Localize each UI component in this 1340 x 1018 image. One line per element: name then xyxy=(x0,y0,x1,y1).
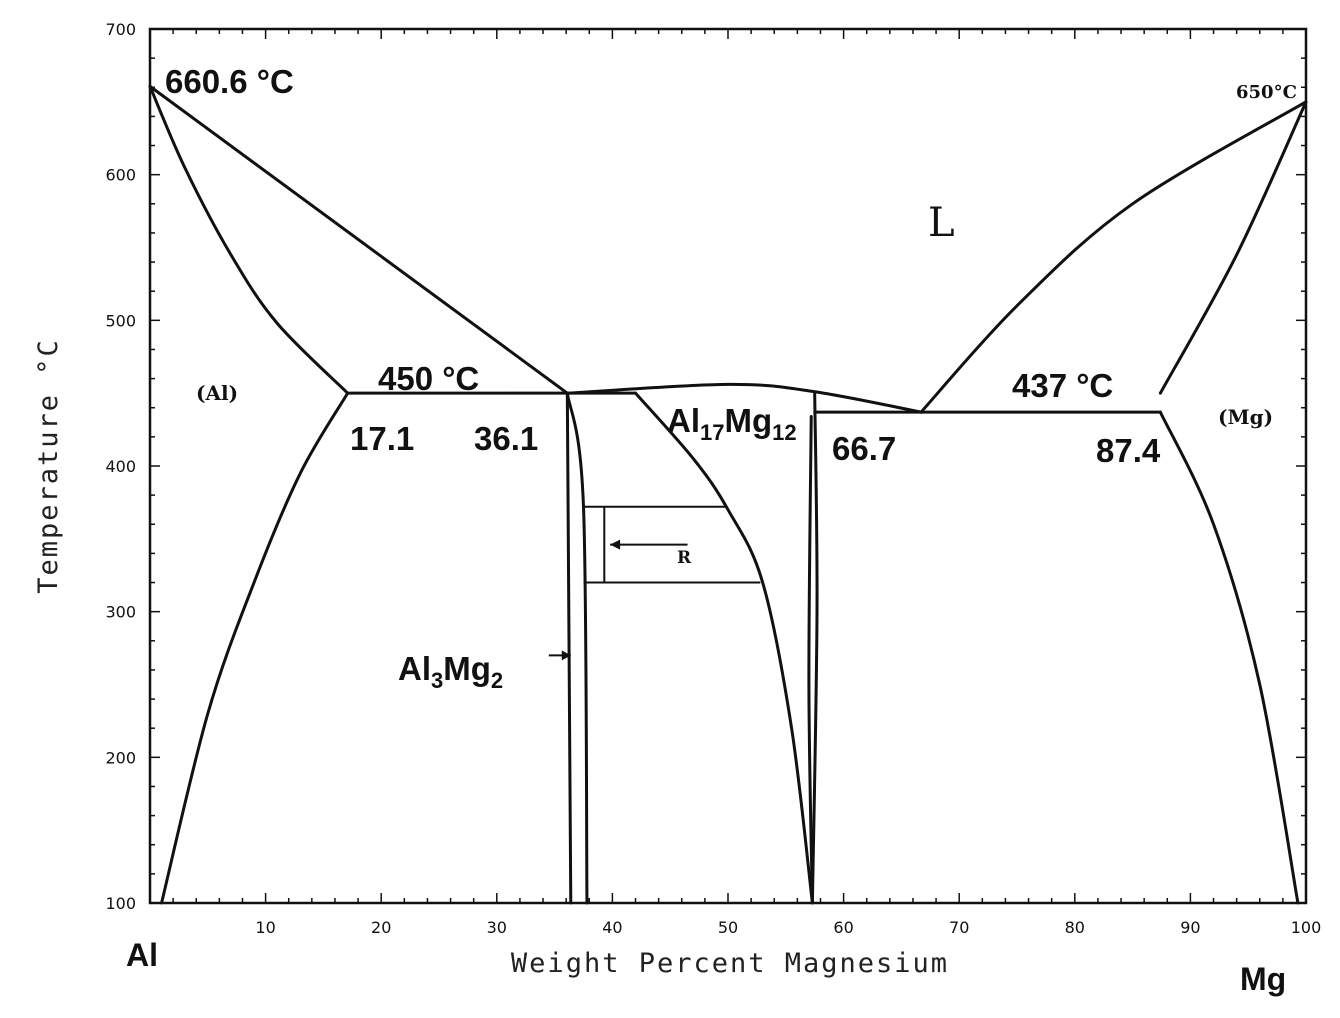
end-label-mg: Mg xyxy=(1240,961,1286,997)
x-tick-label: 90 xyxy=(1180,918,1200,937)
curve-liquidus-al xyxy=(148,84,569,395)
y-tick-label: 200 xyxy=(105,748,136,767)
y-tick-label: 700 xyxy=(105,20,136,39)
annot-comp-36-1: 36.1 xyxy=(474,420,538,457)
annot-mg-melting: 650°C xyxy=(1236,82,1297,103)
curve-al17mg12-inner-left xyxy=(807,414,814,905)
curve-al17mg12-left-boundary xyxy=(634,391,814,905)
curve-al17mg12-right-boundary xyxy=(810,391,819,905)
al3mg2-sub2: 2 xyxy=(491,668,503,693)
annot-comp-17-1: 17.1 xyxy=(350,420,414,457)
annot-comp-87-4: 87.4 xyxy=(1096,432,1161,469)
phase-label-r: R xyxy=(677,548,692,568)
al17mg12-sub12: 12 xyxy=(772,420,796,445)
curve-al17mg12-liquidus xyxy=(565,382,923,414)
r-arrow-head xyxy=(610,539,621,550)
curve-al3mg2-right xyxy=(565,391,589,905)
al3mg2-al: Al xyxy=(398,650,431,687)
curve-solidus-mg xyxy=(1158,100,1308,395)
annot-eutectic-left: 450 °C xyxy=(378,360,479,397)
curve-solvus-al xyxy=(160,391,350,905)
annot-eutectic-right: 437 °C xyxy=(1012,367,1113,404)
phase-label-al: (Al) xyxy=(196,381,238,405)
curve-liquidus-mg xyxy=(919,100,1308,414)
phase-label-al3mg2: Al3Mg2 xyxy=(398,650,503,693)
x-tick-label: 80 xyxy=(1065,918,1085,937)
phase-label-al17mg12: Al17Mg12 xyxy=(667,402,797,445)
y-axis-ticks: 100 200 300 400 500 600 700 xyxy=(105,20,1306,913)
x-tick-label: 10 xyxy=(255,918,275,937)
end-label-al: Al xyxy=(126,937,158,973)
x-tick-label: 100 xyxy=(1291,918,1322,937)
phase-arrows xyxy=(548,539,688,661)
curve-solidus-al xyxy=(148,84,350,395)
x-tick-label: 30 xyxy=(487,918,507,937)
y-axis-label: Temperature °C xyxy=(33,338,64,594)
y-tick-label: 100 xyxy=(105,894,136,913)
curve-al3mg2-left xyxy=(565,391,573,905)
annot-al-melting: 660.6 °C xyxy=(165,63,294,100)
y-tick-label: 500 xyxy=(105,311,136,330)
x-tick-label: 70 xyxy=(949,918,969,937)
al3mg2-mg: Mg xyxy=(443,650,491,687)
x-axis-label: Weight Percent Magnesium xyxy=(511,948,949,979)
y-tick-label: 400 xyxy=(105,457,136,476)
al17mg12-sub17: 17 xyxy=(700,420,724,445)
al17mg12-mg: Mg xyxy=(724,402,772,439)
x-tick-label: 60 xyxy=(833,918,853,937)
al17mg12-al: Al xyxy=(667,402,700,439)
phase-label-mg: (Mg) xyxy=(1218,405,1273,429)
curve-solvus-mg xyxy=(1158,410,1300,905)
al3mg2-sub3: 3 xyxy=(431,668,443,693)
x-tick-label: 40 xyxy=(602,918,622,937)
y-tick-label: 300 xyxy=(105,603,136,622)
x-tick-label: 20 xyxy=(371,918,391,937)
phase-label-liquid: L xyxy=(928,200,955,246)
y-tick-label: 600 xyxy=(105,166,136,185)
annot-comp-66-7: 66.7 xyxy=(832,430,896,467)
x-tick-label: 50 xyxy=(718,918,738,937)
phase-boundaries xyxy=(148,84,1308,905)
isotherms xyxy=(346,391,1162,584)
x-axis-ticks: 10 20 30 40 50 60 70 80 90 100 xyxy=(149,29,1322,937)
al3mg2-arrow-head xyxy=(561,650,571,661)
